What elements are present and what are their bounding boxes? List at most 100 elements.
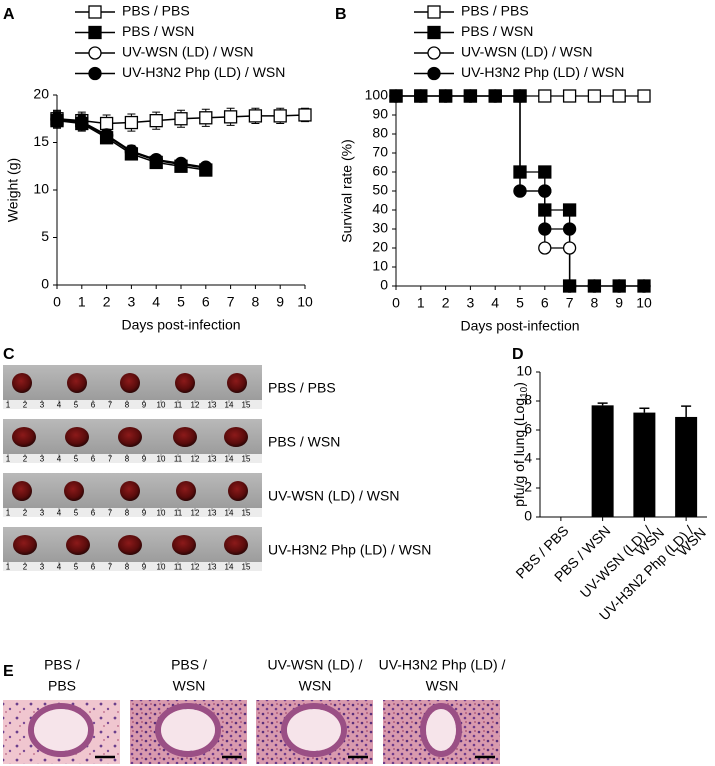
y-tick-label: 10 [516,363,532,379]
ruler-label: 14 [225,401,234,410]
y-tick-label: 8 [524,392,532,408]
y-tick-label: 100 [365,87,389,103]
panel-e: E PBS / PBS PBS / WSN UV-WSN (LD) / WSN UV-H3N… [3,657,506,764]
y-tick-label: 40 [372,201,388,217]
panel-letter: C [3,346,15,363]
marker [587,89,602,103]
row-label: PBS / PBS [268,380,336,396]
marker [612,89,626,103]
marker [587,279,602,293]
x-axis-label: Days post-infection [460,318,579,334]
x-tick-label: 9 [615,295,623,311]
ruler-label: 11 [174,455,183,464]
lung [173,427,197,447]
ruler-label: 9 [142,401,147,410]
marker [562,279,577,293]
panel-letter: E [3,663,14,680]
panel-letter: A [3,6,15,23]
ruler-label: 9 [142,563,147,572]
marker [273,109,287,123]
bar [633,412,656,517]
legend-label: UV-WSN (LD) / WSN [461,44,592,60]
ruler-label: 13 [208,563,217,572]
marker [248,109,263,123]
caption: PBS / [44,657,80,673]
ruler-label: 4 [57,455,62,464]
y-tick-label: 80 [372,125,388,141]
x-tick-label: 0 [53,294,61,310]
x-tick-label: 6 [541,295,549,311]
ruler-label: 8 [125,509,130,518]
marker [99,128,114,142]
ruler-label: 7 [108,563,113,572]
lung [175,373,195,393]
y-axis-label-sub: 10 [519,386,530,398]
ruler [3,508,262,517]
error-bar [597,402,608,406]
y-tick-label: 30 [372,220,388,236]
lung [118,535,142,555]
row-label: PBS / WSN [268,434,340,450]
marker [612,279,626,293]
lung [12,373,32,393]
ruler-label: 9 [142,509,147,518]
marker [637,279,651,293]
x-tick-label: 5 [516,295,524,311]
ruler-label: 7 [108,401,113,410]
ruler-label: 14 [225,509,234,518]
marker [538,89,552,103]
marker [463,89,478,103]
x-tick-label: 1 [78,294,86,310]
airway-wall [155,703,221,757]
ruler-label: 15 [242,563,251,572]
marker [149,152,163,167]
airway-lumen [34,709,88,751]
y-tick-label: 50 [372,182,388,198]
ruler-label: 5 [74,401,79,410]
x-tick-label: 4 [152,294,160,310]
lung [224,535,248,555]
ruler-label: 1 [6,455,11,464]
ruler-label: 13 [208,455,217,464]
x-tick-label: 10 [297,294,313,310]
marker [75,114,89,129]
ruler-label: 13 [208,509,217,518]
y-tick-label: 20 [372,239,388,255]
lung [224,427,248,447]
airway-wall [28,703,94,757]
y-axis-label: Survival rate (%) [339,139,355,242]
panel-letter: D [512,346,524,363]
caption: WSN [299,678,332,694]
lung [120,481,140,501]
legend-marker [427,25,441,40]
ruler-label: 4 [57,509,62,518]
x-tick-label: 6 [202,294,210,310]
ruler-label: 3 [40,455,45,464]
legend-label: UV-H3N2 Php (LD) / WSN [461,64,624,80]
ruler-label: 11 [174,401,183,410]
ruler-label: 5 [74,455,79,464]
y-tick-label: 10 [33,181,49,197]
ruler-label: 10 [157,455,166,464]
x-tick-label: 8 [591,295,599,311]
ruler-label: 5 [74,509,79,518]
ruler [3,562,262,571]
marker [99,116,114,131]
lung [64,481,84,501]
lung [176,481,196,501]
ruler-label: 4 [57,401,62,410]
x-tick-label: 1 [417,295,425,311]
x-tick-label: 10 [636,295,652,311]
ruler-label: 2 [23,401,28,410]
ruler-label: 15 [242,455,251,464]
lung [67,373,87,393]
ruler-label: 8 [125,455,130,464]
bar [675,416,698,517]
marker [223,110,238,124]
marker [513,89,527,103]
legend-marker [88,66,102,81]
marker [298,108,312,122]
y-tick-label: 10 [372,258,388,274]
y-tick-label: 6 [524,421,532,437]
lung [12,427,36,447]
